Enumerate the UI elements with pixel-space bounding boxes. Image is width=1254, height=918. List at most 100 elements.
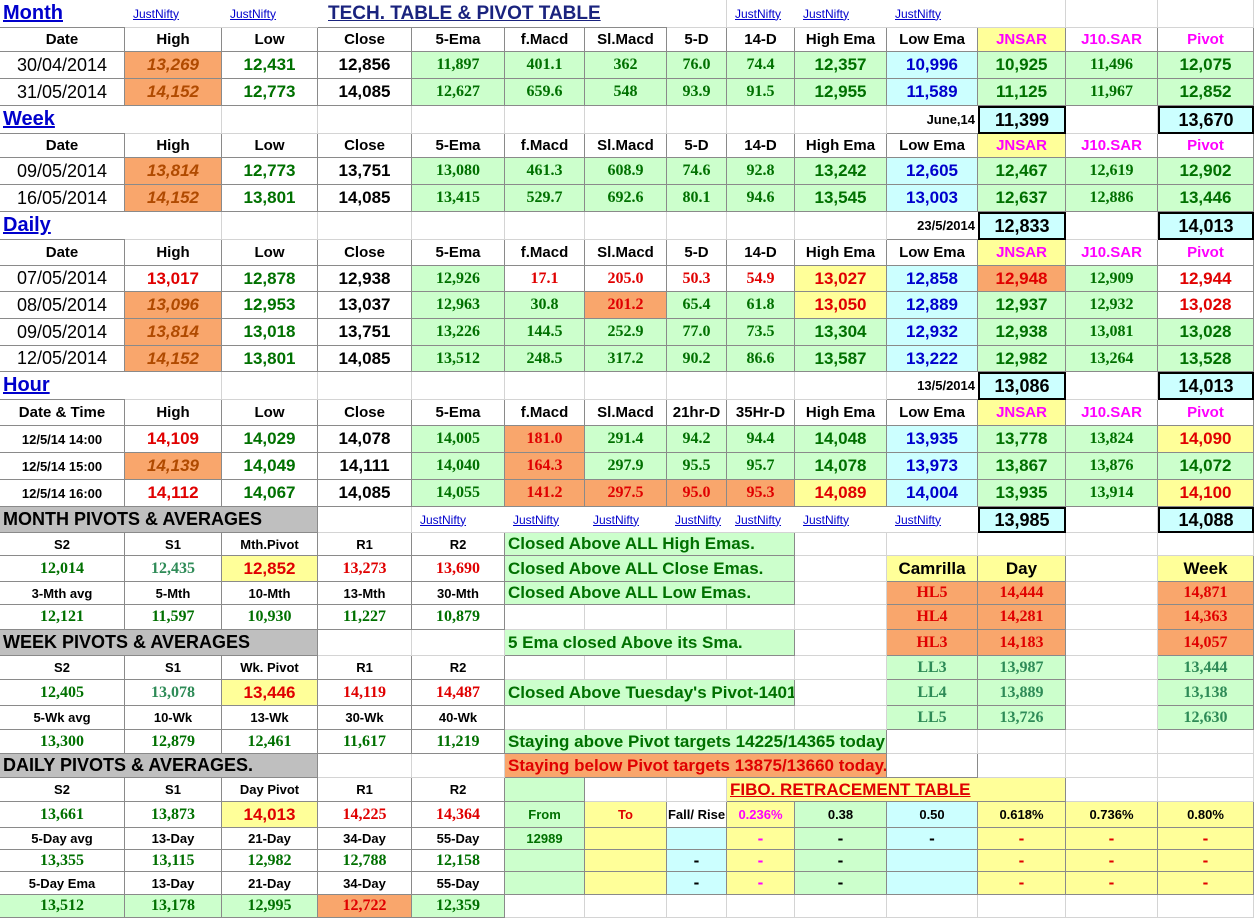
cell: 14,139 <box>125 453 222 480</box>
cell: 0.80% <box>1158 802 1254 828</box>
cell: - <box>727 828 795 850</box>
link[interactable]: JustNifty <box>727 0 795 28</box>
cell: 13,415 <box>412 185 505 212</box>
grid-cell <box>1066 778 1158 802</box>
grid-cell <box>412 754 505 778</box>
cell: 0.236% <box>727 802 795 828</box>
cell: 608.9 <box>585 158 667 185</box>
link[interactable]: JustNifty <box>667 507 727 533</box>
cell: 12,405 <box>0 680 125 706</box>
grid-cell <box>795 895 887 918</box>
link[interactable]: JustNifty <box>795 0 887 28</box>
grid-cell <box>978 754 1066 778</box>
grid-cell <box>318 212 412 240</box>
cell: 13,512 <box>0 895 125 918</box>
cell: R2 <box>412 778 505 802</box>
cell: 12,075 <box>1158 52 1254 79</box>
cell: S1 <box>125 533 222 556</box>
cell: Sl.Macd <box>585 240 667 266</box>
cell: 13,138 <box>1158 680 1254 706</box>
cell: 30-Wk <box>318 706 412 730</box>
link[interactable]: JustNifty <box>412 507 505 533</box>
cell: 14,152 <box>125 346 222 372</box>
cell: - <box>1158 872 1254 895</box>
cell: 94.4 <box>727 426 795 453</box>
cell: 5-Wk avg <box>0 706 125 730</box>
cell: Date & Time <box>0 400 125 426</box>
cell: 13,080 <box>412 158 505 185</box>
cell: 14,119 <box>318 680 412 706</box>
cell: 74.4 <box>727 52 795 79</box>
cell: Low <box>222 28 318 52</box>
cell: 12,932 <box>887 319 978 346</box>
cell: High Ema <box>795 400 887 426</box>
cell: 12,014 <box>0 556 125 582</box>
fill-cell <box>667 828 727 850</box>
cell: Close <box>318 28 412 52</box>
link[interactable]: JustNifty <box>505 507 585 533</box>
cell: 5 Ema closed Above its Sma. <box>505 630 795 656</box>
cell: 11,125 <box>978 79 1066 106</box>
cell: 13,242 <box>795 158 887 185</box>
cell: 13,028 <box>1158 319 1254 346</box>
cell: 12,982 <box>222 850 318 872</box>
cell: 12,932 <box>1066 292 1158 319</box>
cell: From <box>505 802 585 828</box>
cell: Date <box>0 240 125 266</box>
link[interactable]: JustNifty <box>585 507 667 533</box>
cell: J10.SAR <box>1066 240 1158 266</box>
cell: J10.SAR <box>1066 400 1158 426</box>
cell: f.Macd <box>505 400 585 426</box>
cell: 141.2 <box>505 480 585 507</box>
cell: 40-Wk <box>412 706 505 730</box>
grid-cell <box>222 212 318 240</box>
cell: 55-Day <box>412 828 505 850</box>
cell: 13-Wk <box>222 706 318 730</box>
cell: R1 <box>318 778 412 802</box>
grid-cell <box>1066 706 1158 730</box>
cell: 12,359 <box>412 895 505 918</box>
cell: 21-Day <box>222 872 318 895</box>
link[interactable]: JustNifty <box>887 507 978 533</box>
cell: 13,226 <box>412 319 505 346</box>
grid-cell <box>1066 556 1158 582</box>
cell: 14,040 <box>412 453 505 480</box>
cell: 95.3 <box>727 480 795 507</box>
cell: Week <box>1158 556 1254 582</box>
cell: Low <box>222 240 318 266</box>
link[interactable]: JustNifty <box>125 0 222 28</box>
grid-cell <box>505 605 585 630</box>
cell: 34-Day <box>318 828 412 850</box>
cell: 86.6 <box>727 346 795 372</box>
cell: 14,067 <box>222 480 318 507</box>
cell: June,14 <box>887 106 978 134</box>
cell: Closed Above ALL Low Emas. <box>505 582 795 605</box>
grid-cell <box>1158 533 1254 556</box>
link[interactable]: JustNifty <box>887 0 978 28</box>
cell: 14,078 <box>795 453 887 480</box>
cell: 12,852 <box>1158 79 1254 106</box>
link[interactable]: JustNifty <box>727 507 795 533</box>
cell: 13,081 <box>1066 319 1158 346</box>
cell: 13,987 <box>978 656 1066 680</box>
link[interactable]: JustNifty <box>795 507 887 533</box>
grid-cell <box>795 533 887 556</box>
cell: 5-D <box>667 134 727 158</box>
cell: 13,444 <box>1158 656 1254 680</box>
cell: WEEK PIVOTS & AVERAGES <box>0 630 318 656</box>
cell: 5-Ema <box>412 134 505 158</box>
cell: 13,086 <box>978 372 1066 400</box>
cell: Staying below Pivot targets 13875/13660 … <box>505 754 887 778</box>
grid-cell <box>795 630 887 656</box>
cell: 11,589 <box>887 79 978 106</box>
cell: 13,446 <box>1158 185 1254 212</box>
link[interactable]: JustNifty <box>222 0 318 28</box>
grid-cell <box>1066 754 1158 778</box>
cell: - <box>667 850 727 872</box>
cell: 659.6 <box>505 79 585 106</box>
cell: 14,085 <box>318 79 412 106</box>
cell: 23/5/2014 <box>887 212 978 240</box>
grid-cell <box>318 507 412 533</box>
cell: Hour <box>0 372 125 400</box>
cell: Low <box>222 134 318 158</box>
